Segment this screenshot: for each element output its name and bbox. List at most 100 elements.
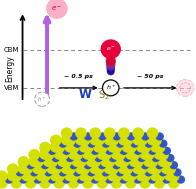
Circle shape — [82, 142, 94, 153]
Circle shape — [48, 147, 56, 155]
Text: $e^-$: $e^-$ — [51, 4, 62, 13]
Circle shape — [75, 134, 87, 146]
Circle shape — [50, 141, 62, 153]
Circle shape — [25, 170, 36, 182]
Circle shape — [162, 175, 171, 184]
Circle shape — [164, 170, 176, 181]
Circle shape — [114, 149, 126, 160]
Circle shape — [166, 154, 174, 162]
Circle shape — [18, 156, 29, 167]
Circle shape — [136, 163, 147, 175]
Circle shape — [107, 170, 119, 181]
Text: ~ 0.5 ps: ~ 0.5 ps — [64, 74, 93, 79]
Circle shape — [103, 156, 115, 167]
Circle shape — [93, 170, 104, 181]
Circle shape — [75, 127, 87, 139]
Circle shape — [114, 156, 126, 167]
Circle shape — [125, 142, 137, 153]
Text: ~ 50 ps: ~ 50 ps — [137, 74, 163, 79]
Circle shape — [26, 161, 35, 169]
Circle shape — [48, 175, 56, 184]
Circle shape — [134, 147, 142, 155]
Circle shape — [62, 175, 71, 184]
Text: $\mathrm{S_2}$: $\mathrm{S_2}$ — [98, 88, 110, 102]
Circle shape — [82, 170, 94, 182]
Circle shape — [43, 149, 54, 160]
Circle shape — [144, 168, 153, 177]
Circle shape — [32, 163, 44, 174]
Circle shape — [162, 147, 171, 155]
Circle shape — [104, 127, 115, 139]
Circle shape — [118, 163, 130, 174]
Circle shape — [59, 139, 67, 148]
Circle shape — [39, 177, 51, 189]
Circle shape — [111, 177, 122, 189]
Circle shape — [28, 149, 40, 160]
Circle shape — [144, 139, 153, 148]
Circle shape — [68, 177, 79, 189]
Circle shape — [16, 168, 24, 177]
Circle shape — [107, 163, 119, 175]
Circle shape — [147, 134, 158, 146]
Circle shape — [116, 168, 124, 177]
Circle shape — [118, 156, 130, 167]
Circle shape — [154, 149, 165, 160]
Circle shape — [73, 168, 81, 177]
Circle shape — [7, 163, 19, 175]
Circle shape — [19, 175, 28, 184]
Text: Energy: Energy — [5, 56, 14, 82]
Circle shape — [35, 163, 47, 175]
Circle shape — [109, 154, 117, 162]
Circle shape — [0, 170, 8, 182]
Circle shape — [30, 168, 38, 177]
Circle shape — [157, 149, 169, 160]
Circle shape — [87, 168, 96, 177]
Circle shape — [21, 170, 33, 181]
Circle shape — [7, 170, 19, 181]
Circle shape — [150, 135, 162, 146]
Circle shape — [137, 154, 146, 162]
Circle shape — [132, 134, 144, 146]
Circle shape — [104, 134, 115, 146]
Circle shape — [91, 175, 99, 184]
Circle shape — [132, 163, 144, 174]
Circle shape — [64, 135, 76, 146]
Circle shape — [100, 156, 112, 167]
Circle shape — [69, 132, 78, 141]
Circle shape — [111, 170, 122, 182]
Circle shape — [64, 141, 76, 153]
Circle shape — [150, 170, 162, 181]
Circle shape — [69, 161, 78, 169]
Circle shape — [147, 127, 158, 139]
Circle shape — [46, 0, 68, 19]
Circle shape — [87, 139, 96, 148]
Circle shape — [129, 149, 140, 160]
Circle shape — [100, 149, 112, 160]
Circle shape — [62, 147, 71, 155]
Circle shape — [54, 142, 65, 153]
Circle shape — [44, 168, 53, 177]
Circle shape — [94, 154, 103, 162]
Circle shape — [55, 161, 64, 169]
Circle shape — [159, 139, 167, 148]
Text: $e^-$: $e^-$ — [106, 45, 116, 53]
Circle shape — [71, 156, 83, 167]
Circle shape — [79, 141, 90, 153]
Circle shape — [37, 154, 46, 162]
Circle shape — [106, 56, 116, 65]
Circle shape — [39, 170, 51, 182]
Circle shape — [139, 170, 151, 182]
Circle shape — [93, 163, 104, 175]
Circle shape — [25, 177, 36, 189]
Circle shape — [10, 170, 22, 182]
Circle shape — [107, 141, 119, 153]
Circle shape — [98, 161, 107, 169]
Circle shape — [39, 142, 51, 153]
Circle shape — [68, 149, 80, 160]
Circle shape — [106, 60, 115, 69]
Circle shape — [68, 142, 80, 153]
Circle shape — [154, 142, 165, 153]
Circle shape — [125, 170, 137, 182]
Circle shape — [46, 156, 58, 167]
Circle shape — [10, 177, 22, 189]
